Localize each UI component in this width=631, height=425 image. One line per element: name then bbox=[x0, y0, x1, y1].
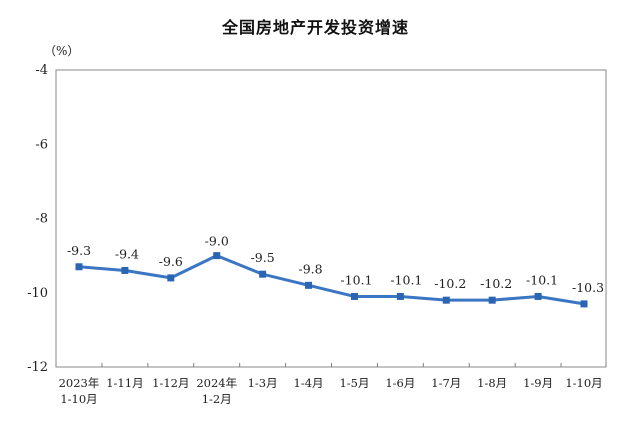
data-label: -10.1 bbox=[390, 272, 422, 287]
data-point-marker bbox=[121, 266, 129, 274]
x-tick-label: 1-3月 bbox=[248, 376, 278, 390]
data-label: -10.2 bbox=[480, 276, 512, 291]
data-label: -9.3 bbox=[67, 243, 91, 258]
y-tick-label: -6 bbox=[35, 137, 48, 152]
data-labels: -9.3 -9.4 -9.6-9.0-9.5-9.8-10.1 -10.1 -10.2-… bbox=[67, 234, 604, 295]
x-tick-label: 1-4月 bbox=[294, 376, 324, 390]
x-axis-ticks: 2023年 1-10月 1-11月 1-12月 2024年 1-2月 1-3月 1-4月 1-5… bbox=[55, 363, 607, 406]
data-label: -10.1 bbox=[340, 272, 372, 287]
data-point-marker bbox=[396, 292, 404, 300]
series-line bbox=[78, 254, 585, 306]
x-tick-label: 1-8月 bbox=[477, 376, 507, 390]
data-point-marker bbox=[534, 292, 542, 300]
data-point-marker bbox=[305, 281, 313, 289]
data-label: -9.0 bbox=[205, 234, 229, 249]
data-label: -9.6 bbox=[159, 254, 183, 269]
y-tick-label: -8 bbox=[35, 212, 48, 227]
data-point-marker bbox=[580, 300, 588, 308]
y-tick-label: -10 bbox=[27, 286, 48, 301]
y-tick-label: -12 bbox=[27, 360, 48, 375]
data-point-marker bbox=[259, 270, 267, 278]
x-tick-label: 2023年 1-10月 bbox=[59, 376, 100, 406]
data-label: -9.5 bbox=[251, 250, 275, 265]
x-tick-label: 1-9月 bbox=[523, 376, 553, 390]
data-point-marker bbox=[488, 296, 496, 304]
data-point-marker bbox=[167, 274, 175, 282]
y-axis-ticks: -4 -6 -8 -10 -12 bbox=[27, 63, 48, 375]
x-tick-label: 1-10月 bbox=[565, 376, 602, 390]
y-axis-unit-label: （%） bbox=[44, 44, 79, 58]
x-tick-label: 1-11月 bbox=[106, 376, 143, 390]
data-label: -10.3 bbox=[572, 280, 604, 295]
data-markers bbox=[75, 252, 588, 308]
data-label: -9.8 bbox=[298, 261, 322, 276]
x-tick-label: 1-6月 bbox=[385, 376, 415, 390]
x-tick-label: 1-12月 bbox=[152, 376, 189, 390]
y-tick-label: -4 bbox=[35, 63, 48, 78]
data-point-marker bbox=[75, 263, 83, 271]
series-line-layer bbox=[78, 254, 585, 306]
plot-frame bbox=[55, 69, 607, 368]
x-tick-label: 1-5月 bbox=[339, 376, 369, 390]
data-point-marker bbox=[350, 292, 358, 300]
x-tick-label: 1-7月 bbox=[431, 376, 461, 390]
data-label: -10.2 bbox=[434, 276, 466, 291]
data-point-marker bbox=[442, 296, 450, 304]
chart-title: 全国房地产开发投资增速 bbox=[221, 18, 409, 37]
x-tick-label: 2024年 1-2月 bbox=[196, 376, 237, 406]
data-point-marker bbox=[213, 252, 221, 260]
data-label: -10.1 bbox=[526, 272, 558, 287]
data-label: -9.4 bbox=[115, 246, 139, 261]
